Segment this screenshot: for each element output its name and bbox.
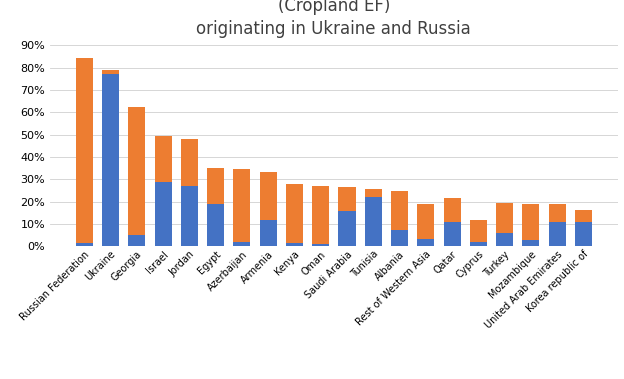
Bar [286,243,303,246]
Bar [233,169,250,242]
Bar [102,70,119,75]
Bar [522,204,539,240]
Bar [470,242,487,246]
Bar [155,136,172,182]
Bar [391,191,408,230]
Bar [575,222,592,246]
Bar [417,204,434,238]
Bar [102,75,119,246]
Bar [444,198,461,222]
Bar [207,168,224,204]
Bar [233,242,250,246]
Bar [470,219,487,242]
Bar [575,210,592,222]
Bar [286,184,303,243]
Bar [548,222,566,246]
Bar [364,190,382,197]
Bar [548,204,566,222]
Bar [496,203,513,233]
Bar [181,186,198,246]
Bar [207,204,224,246]
Bar [338,187,356,211]
Bar [444,222,461,246]
Bar [76,243,93,246]
Bar [522,240,539,246]
Bar [391,230,408,246]
Bar [155,182,172,246]
Bar [417,238,434,246]
Bar [312,186,329,244]
Bar [496,233,513,246]
Bar [260,172,276,219]
Bar [364,197,382,246]
Bar [338,211,356,246]
Bar [76,58,93,243]
Bar [181,139,198,186]
Legend: % from Ukraine, % from Russia: % from Ukraine, % from Russia [218,376,449,379]
Title: % of total Wheat & Cereals consumption
(Cropland EF)
originating in Ukraine and : % of total Wheat & Cereals consumption (… [165,0,502,38]
Bar [129,107,145,235]
Bar [260,219,276,246]
Bar [312,244,329,246]
Bar [129,235,145,246]
